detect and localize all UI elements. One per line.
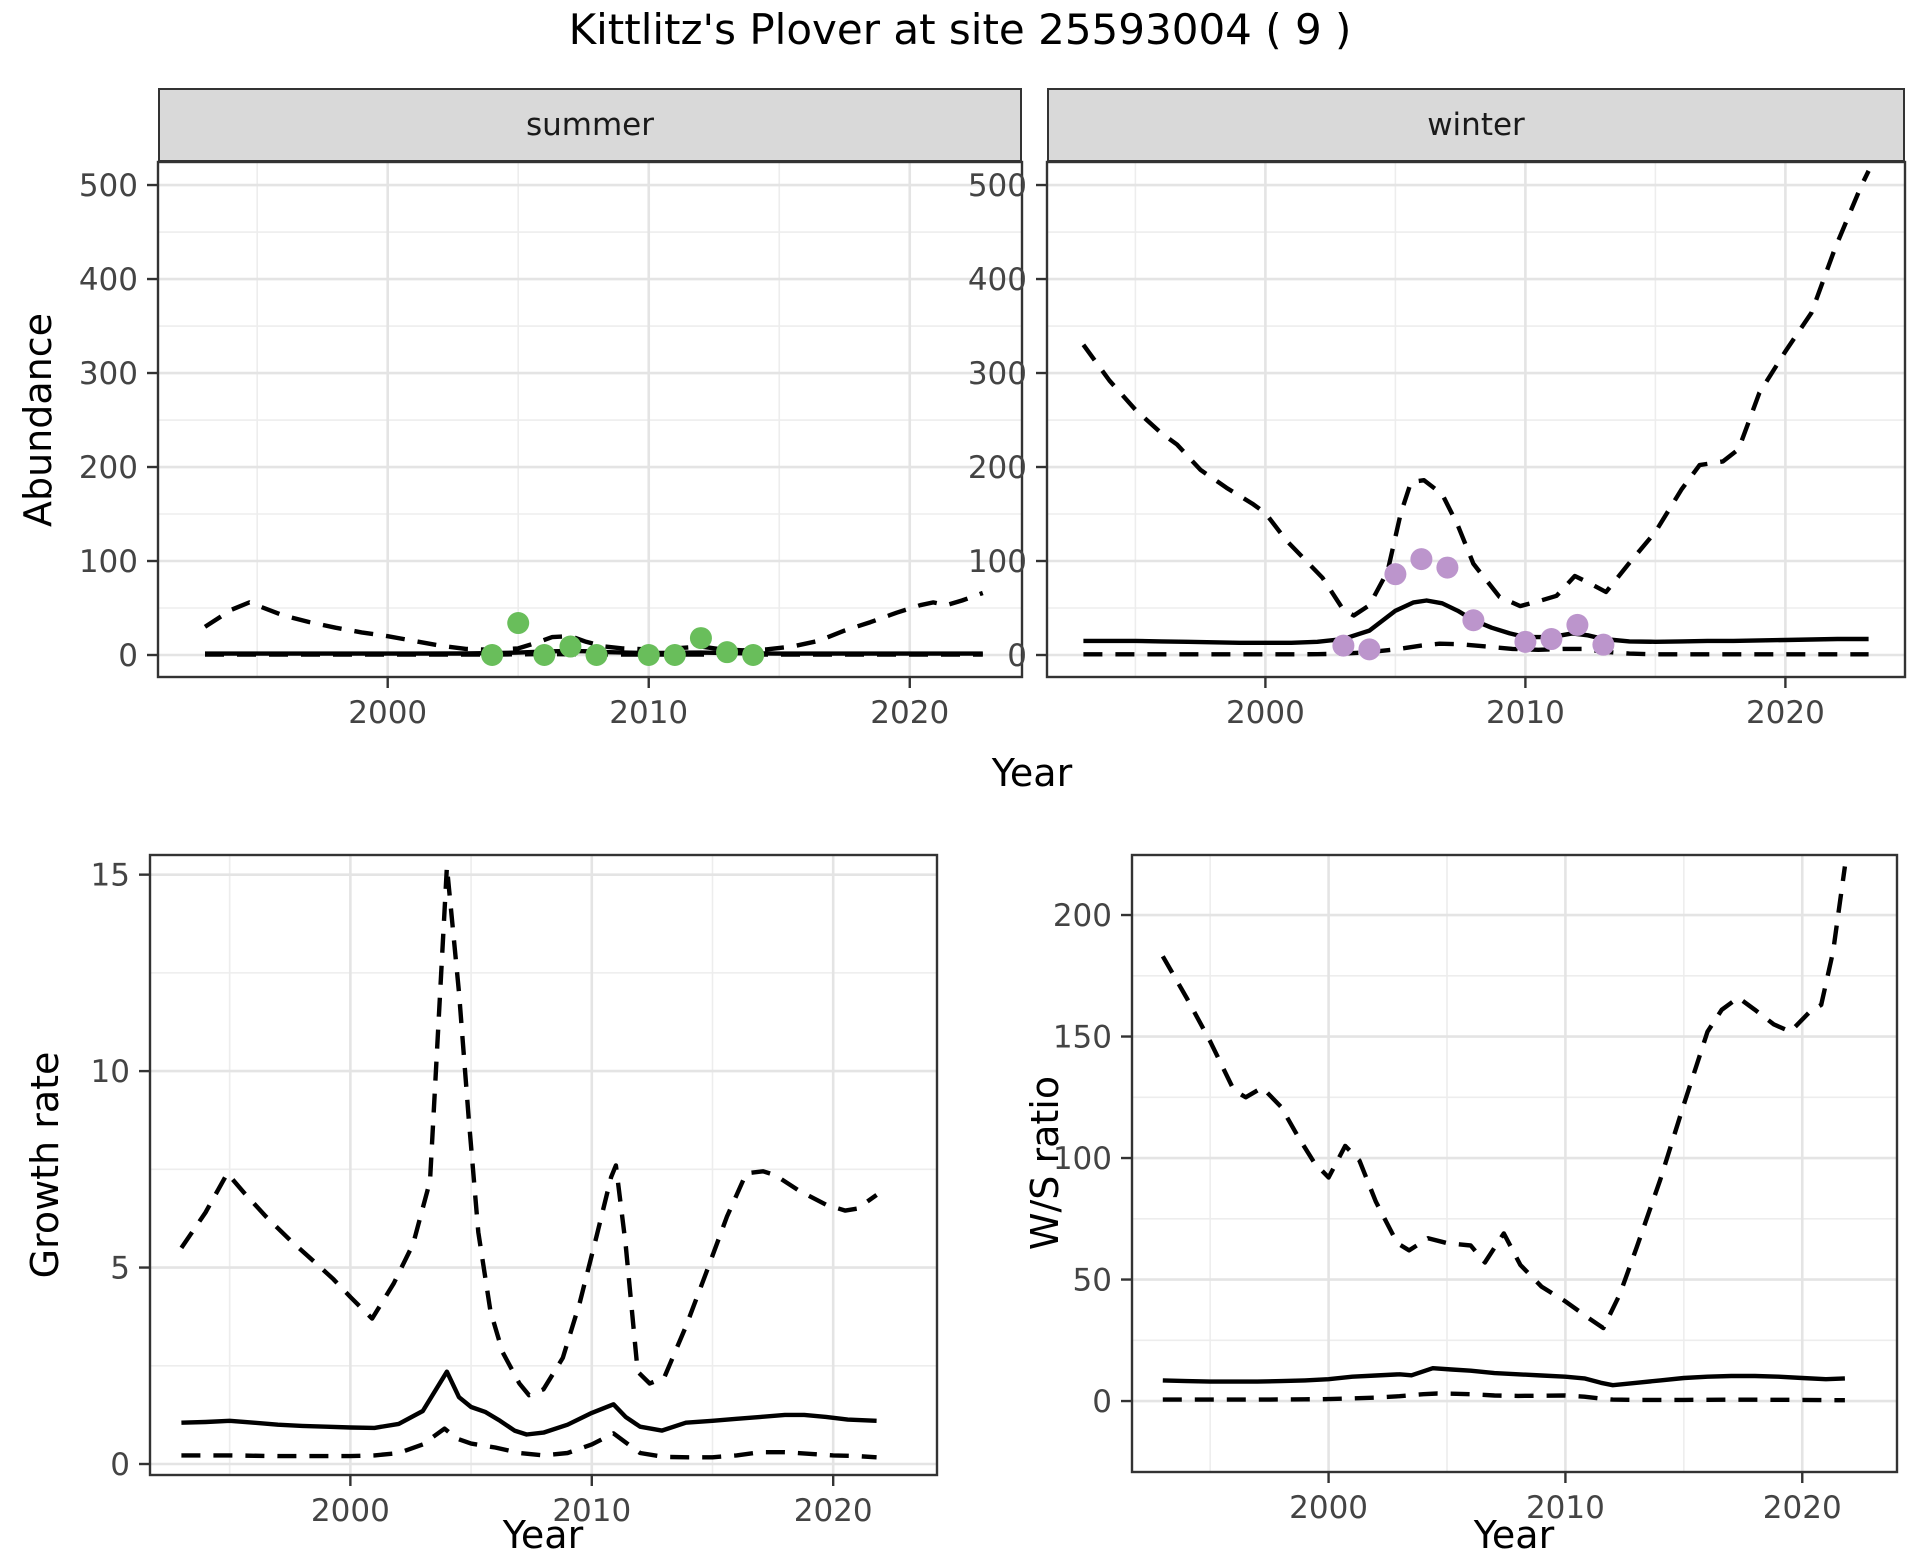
- y-tick-label: 200: [79, 450, 138, 486]
- y-tick-label: 5: [110, 1251, 130, 1287]
- y-tick-label: 150: [1053, 1020, 1112, 1056]
- facet-strip-winter: winter: [1047, 88, 1905, 162]
- x-tick-label: 2010: [1486, 695, 1565, 731]
- y-tick-label: 15: [91, 858, 130, 894]
- data-point-winter: [1540, 628, 1563, 651]
- x-tick-label: 2020: [870, 695, 949, 731]
- y-tick-label: 300: [79, 356, 138, 392]
- y-tick-label: 10: [91, 1054, 130, 1090]
- y-tick-label: 400: [79, 262, 138, 298]
- series-median-growth: [181, 1369, 877, 1437]
- y-tick-label: 0: [110, 1447, 130, 1483]
- data-point-summer: [559, 635, 582, 658]
- data-point-summer: [481, 644, 504, 667]
- page-title: Kittlitz's Plover at site 25593004 ( 9 ): [568, 5, 1352, 54]
- data-point-winter: [1462, 609, 1485, 632]
- x-tick-label: 2020: [1763, 1490, 1842, 1526]
- data-point-summer: [507, 612, 530, 635]
- series-lower_ci-winter: [1083, 641, 1869, 657]
- facet-strip-winter-label: winter: [1427, 107, 1525, 143]
- data-point-summer: [689, 627, 712, 650]
- y-tick-label: 100: [968, 544, 1027, 580]
- panel-border-ws: [1130, 853, 1899, 1474]
- series-upper_ci-ws: [1160, 866, 1848, 1331]
- panel-border-winter: [1045, 160, 1907, 679]
- y-tick-label: 0: [1092, 1384, 1112, 1420]
- y-tick-label: 100: [1053, 1141, 1112, 1177]
- x-tick-label: 2010: [552, 1493, 631, 1529]
- x-tick-label: 2000: [1226, 695, 1305, 731]
- y-tick-label: 100: [79, 544, 138, 580]
- y-tick-label: 50: [1073, 1263, 1112, 1299]
- facet-strip-summer-label: summer: [525, 107, 654, 143]
- data-point-summer: [585, 644, 608, 667]
- x-axis-title-year-top: Year: [991, 751, 1073, 795]
- data-point-summer: [663, 644, 686, 667]
- data-point-winter: [1384, 563, 1407, 586]
- series-median-ws: [1162, 1366, 1845, 1388]
- y-axis-title-growth-rate: Growth rate: [23, 1051, 67, 1279]
- data-point-summer: [742, 644, 765, 667]
- y-axis-title-ws-ratio: W/S ratio: [1023, 1075, 1067, 1251]
- y-tick-label: 500: [79, 168, 138, 204]
- x-tick-label: 2000: [1289, 1490, 1368, 1526]
- data-point-winter: [1332, 634, 1355, 657]
- x-tick-label: 2020: [794, 1493, 873, 1529]
- y-tick-label: 400: [968, 262, 1027, 298]
- panel-background-ws: [1132, 855, 1897, 1472]
- data-point-winter: [1410, 548, 1433, 571]
- panel-border-summer: [156, 160, 1024, 679]
- data-point-summer: [637, 644, 660, 667]
- x-tick-label: 2010: [609, 695, 688, 731]
- x-axis-title-year-ws: Year: [1473, 1513, 1555, 1557]
- y-tick-label: 0: [1007, 638, 1027, 674]
- series-lower_ci-growth: [181, 1426, 877, 1460]
- data-point-winter: [1514, 630, 1537, 653]
- data-point-winter: [1566, 613, 1589, 636]
- series-lower_ci-ws: [1162, 1391, 1845, 1403]
- y-tick-label: 200: [968, 450, 1027, 486]
- series-upper_ci-growth: [179, 864, 878, 1398]
- data-point-winter: [1358, 638, 1381, 661]
- y-axis-title-abundance: Abundance: [16, 312, 60, 528]
- data-point-summer: [533, 644, 556, 667]
- y-tick-label: 300: [968, 356, 1027, 392]
- y-tick-label: 0: [118, 638, 138, 674]
- series-upper_ci-winter: [1081, 169, 1871, 618]
- x-tick-label: 2000: [311, 1493, 390, 1529]
- data-point-summer: [716, 641, 739, 664]
- panel-border-growth: [148, 853, 939, 1477]
- x-axis-title-year-growth: Year: [502, 1513, 584, 1557]
- x-tick-label: 2000: [348, 695, 427, 731]
- facet-strip-summer: summer: [158, 88, 1022, 162]
- panel-background-growth: [150, 855, 937, 1475]
- x-tick-label: 2010: [1526, 1490, 1605, 1526]
- data-point-winter: [1436, 556, 1459, 579]
- x-tick-label: 2020: [1746, 695, 1825, 731]
- y-tick-label: 200: [1053, 898, 1112, 934]
- y-tick-label: 500: [968, 168, 1027, 204]
- data-point-winter: [1592, 633, 1615, 656]
